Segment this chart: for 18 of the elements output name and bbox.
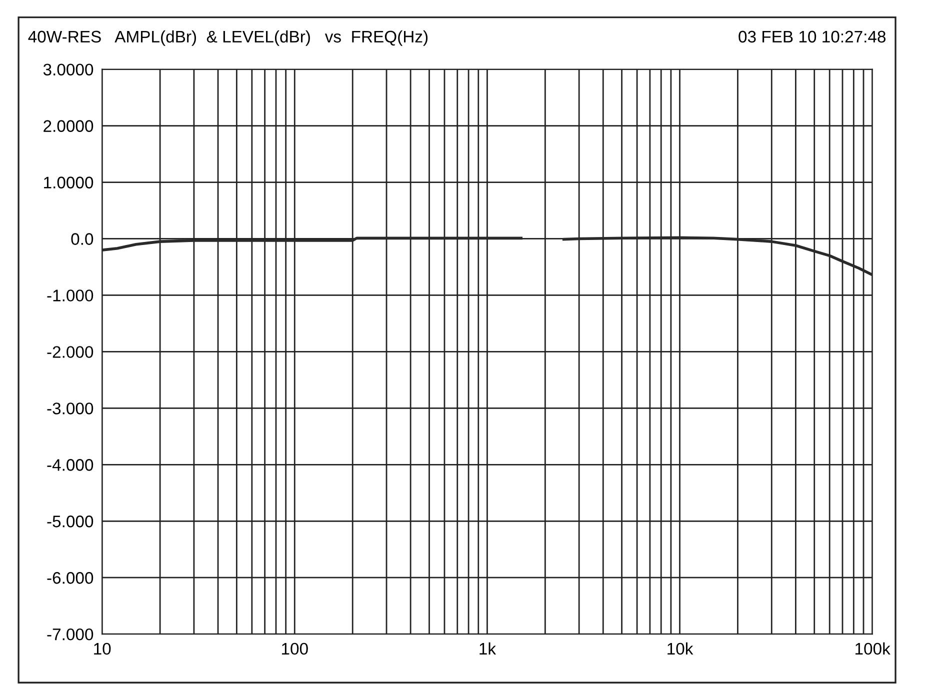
y-tick-label: -6.000 — [47, 572, 94, 584]
y-tick-label: -4.000 — [47, 459, 94, 471]
x-tick-label: 100k — [856, 642, 890, 655]
y-tick-label: -3.000 — [47, 402, 94, 414]
y-tick-label: -1.000 — [47, 290, 94, 302]
x-tick-label: 10 — [94, 642, 111, 655]
y-tick-label: 0.0 — [71, 233, 94, 245]
y-tick-label: 1.0000 — [44, 176, 94, 188]
y-tick-label: 3.0000 — [43, 64, 94, 76]
y-tick-label: -7.000 — [47, 628, 94, 640]
chart-subtitle: 03 FEB 10 10:27:48 — [738, 30, 886, 43]
chart-title: 40W-RES AMPL(dBr) & LEVEL(dBr) vs FREQ(Hz) — [28, 30, 428, 46]
x-tick-label: 10k — [668, 642, 694, 655]
y-tick-label: -5.000 — [47, 516, 94, 528]
y-tick-label: -2.000 — [47, 346, 94, 358]
x-tick-label: 100 — [282, 642, 308, 655]
y-tick-label: 2.0000 — [44, 120, 94, 132]
x-tick-label: 1k — [480, 642, 496, 655]
